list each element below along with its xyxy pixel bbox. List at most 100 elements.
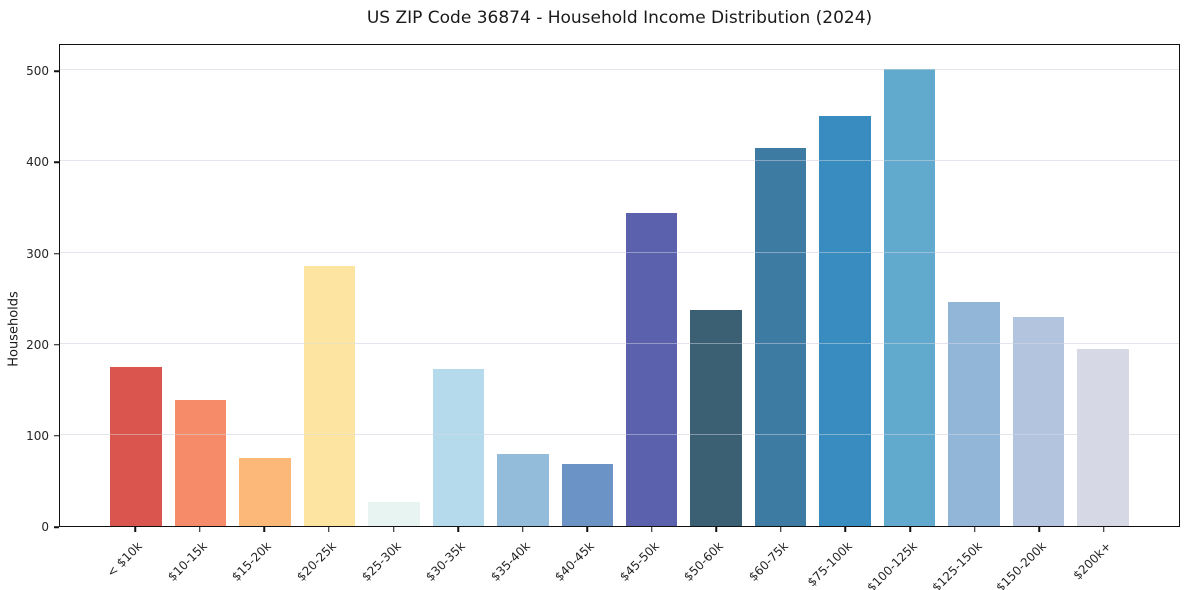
x-tick-mark (973, 527, 976, 532)
x-tick-mark (134, 527, 137, 532)
gridline-400 (60, 160, 1179, 162)
bar-$20-25k (303, 266, 356, 526)
y-tick-mark-0 (54, 526, 59, 528)
bar-$125-150k (948, 301, 1000, 526)
bar-$150-200k (1012, 317, 1065, 526)
y-tick-mark-200 (54, 343, 59, 346)
bar-slot (1071, 45, 1135, 526)
bar-slot (555, 45, 619, 526)
x-tick-label-$45-50k: $45-50k (616, 539, 662, 584)
x-axis: < $10k $10-15k $15-20k $20-25k $25-30k $30-35… (59, 527, 1180, 590)
bar-$75-100k (819, 115, 871, 526)
bars-row (104, 45, 1135, 526)
bar-$30-35k (432, 369, 485, 526)
chart-title: US ZIP Code 36874 - Household Income Dis… (366, 8, 873, 28)
bar-slot (426, 45, 490, 526)
x-tick-label-$25-30k: $25-30k (358, 539, 404, 584)
x-tick-mark (651, 527, 653, 532)
x-ticks-row: < $10k $10-15k $15-20k $20-25k $25-30k $30-35… (103, 527, 1136, 590)
y-tick-mark-300 (54, 252, 59, 255)
bar-slot (620, 45, 684, 526)
y-tick-label-0: 0 (41, 520, 49, 534)
y-tick-mark-400 (54, 161, 59, 164)
x-tick-slot: $60-75k (745, 527, 814, 587)
bar-$200k+ (1077, 349, 1129, 526)
x-tick-mark (909, 527, 911, 532)
bar-$100-125k (883, 68, 936, 526)
x-tick-slot: $75-100k (805, 527, 878, 589)
x-tick-slot: $20-25k (294, 527, 362, 587)
bar-$45-50k (625, 212, 678, 526)
gridline-300 (60, 251, 1179, 253)
x-tick-slot: $10-15k (164, 527, 233, 587)
bar-slot (104, 45, 168, 526)
x-tick-slot: $40-45k (552, 527, 620, 587)
bar-$10-15k (174, 400, 227, 526)
x-tick-slot: < $10k (103, 527, 168, 587)
y-axis: Households 0 100 200 300 400 500 (0, 44, 59, 534)
x-tick-label-< $10k: < $10k (104, 539, 146, 580)
x-tick-label-$15-20k: $15-20k (229, 539, 275, 584)
x-tick-slot: $30-35k (423, 527, 491, 587)
x-tick-mark (1038, 527, 1040, 532)
y-tick-label-400: 400 (26, 155, 49, 170)
x-tick-slot: $25-30k (358, 527, 426, 587)
x-tick-mark (1102, 527, 1105, 532)
bar-slot (748, 45, 812, 526)
y-tick-label-500: 500 (26, 64, 49, 79)
bar-slot (297, 45, 361, 526)
bar-slot (233, 45, 297, 526)
y-tick-label-100: 100 (26, 428, 49, 443)
bar-slot (362, 45, 426, 526)
x-tick-label-$30-35k: $30-35k (423, 539, 468, 584)
bar-$15-20k (239, 457, 291, 526)
x-tick-mark (457, 527, 459, 532)
y-tick-label-300: 300 (26, 246, 49, 261)
x-tick-label-$200k+: $200k+ (1070, 539, 1114, 583)
plot-area (59, 44, 1180, 527)
x-tick-slot: $15-20k (229, 527, 297, 587)
bar-slot (1006, 45, 1070, 526)
x-tick-mark (263, 527, 266, 532)
x-tick-mark (844, 527, 847, 532)
x-tick-label-$20-25k: $20-25k (294, 539, 339, 584)
bar-slot (813, 45, 877, 526)
bar-slot (877, 45, 941, 526)
x-tick-slot: $150-200k (993, 527, 1072, 590)
x-tick-slot: $200k+ (1070, 527, 1136, 587)
x-tick-label-$40-45k: $40-45k (552, 539, 598, 584)
bar-$50-60k (690, 310, 742, 526)
x-tick-mark (780, 527, 782, 532)
x-tick-label-$50-60k: $50-60k (681, 539, 727, 584)
bar-slot (942, 45, 1006, 526)
bar-slot (491, 45, 555, 526)
x-tick-label-$35-40k: $35-40k (487, 539, 533, 584)
bar-$40-45k (561, 464, 614, 526)
x-tick-mark (328, 527, 330, 532)
x-tick-mark (715, 527, 718, 532)
bar-$25-30k (368, 502, 420, 526)
bar-slot (168, 45, 232, 526)
y-tick-label-200: 200 (26, 337, 49, 352)
x-tick-label-$10-15k: $10-15k (164, 539, 210, 584)
y-axis-label: Households (6, 291, 22, 367)
bar-< $10k (110, 367, 162, 526)
x-tick-mark (521, 527, 524, 532)
x-tick-label-$60-75k: $60-75k (745, 539, 791, 584)
x-tick-slot: $100-125k (864, 527, 943, 590)
x-tick-slot: $125-150k (929, 527, 1007, 590)
gridline-100 (60, 433, 1179, 435)
x-tick-mark (586, 527, 588, 532)
gridline-500 (60, 69, 1179, 71)
x-tick-mark (199, 527, 201, 532)
y-tick-mark-100 (54, 435, 59, 437)
bar-$35-40k (497, 454, 549, 526)
y-tick-mark-500 (54, 70, 59, 73)
x-tick-label-$75-100k: $75-100k (805, 539, 856, 590)
gridline-200 (60, 342, 1179, 344)
bar-slot (684, 45, 748, 526)
bar-$60-75k (754, 147, 807, 526)
x-tick-mark (392, 527, 395, 532)
x-tick-slot: $45-50k (616, 527, 685, 587)
